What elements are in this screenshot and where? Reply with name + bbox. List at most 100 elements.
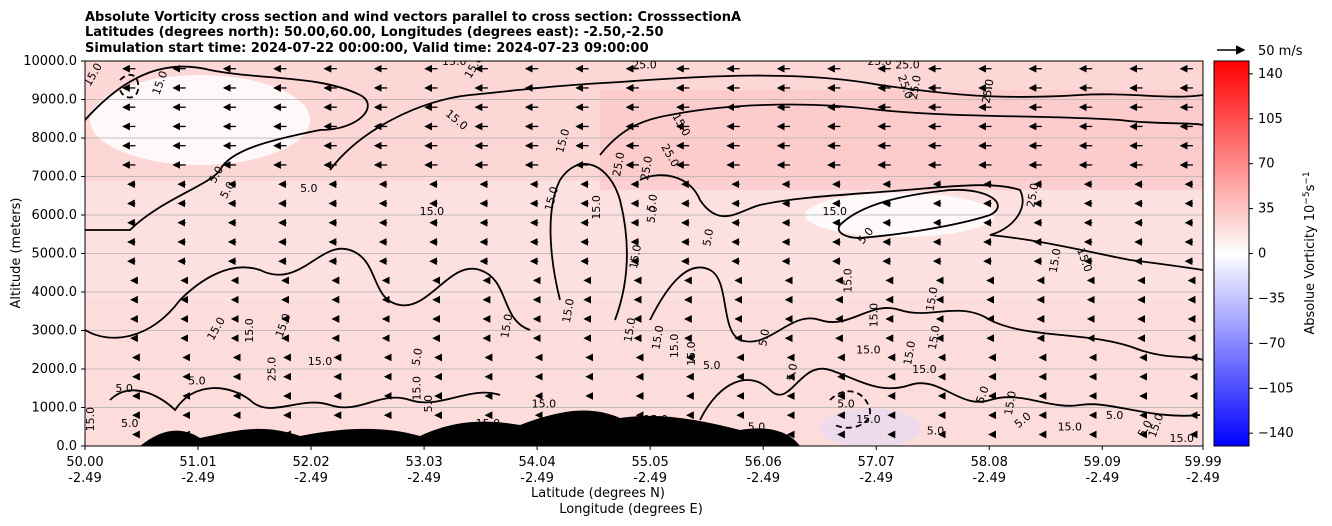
contour-line	[837, 189, 999, 239]
contour-label: 15.0	[856, 413, 881, 426]
x-tick-label-lon: -2.49	[1085, 471, 1119, 486]
contour-label: 5.0	[756, 328, 772, 347]
contour-label: 15.0	[442, 55, 467, 68]
y-tick-label: 4000.0	[32, 285, 78, 300]
colorbar-tick-label: 0	[1258, 247, 1266, 262]
contour-label: 5.0	[300, 182, 318, 195]
colorbar-tick-label: 35	[1258, 202, 1275, 217]
x-tick-label-lat: 55.05	[632, 455, 669, 470]
y-tick-label: 10000.0	[23, 54, 77, 69]
contour-label: 15.0	[644, 413, 669, 426]
contour-label: 25.0	[867, 55, 892, 68]
contour-label: 15.0	[590, 195, 603, 220]
contour-label: 25.0	[895, 59, 920, 72]
contour-label: 15.0	[842, 268, 855, 293]
colorbar: 140 105 70 35 0 −35 −70 −105 −140 Absolue Vortic…	[1213, 60, 1318, 447]
contour-label: 5.0	[974, 384, 992, 405]
contour-label: 5.0	[1106, 409, 1124, 422]
contour-label: 5.0	[784, 362, 800, 381]
terrain-black-fill	[140, 410, 800, 446]
colorbar-tick-label: 105	[1258, 112, 1283, 127]
colorbar-tick-label: −105	[1258, 381, 1294, 396]
contour-label: 5.0	[700, 228, 716, 247]
x-tick-label-lon: -2.49	[746, 471, 780, 486]
contour-label: 15.0	[553, 127, 572, 154]
contour-label: 15.0	[308, 355, 333, 368]
chart-title: Absolute Vorticity cross section and win…	[85, 10, 741, 56]
x-axis-label-lat: Latitude (degrees N)	[531, 486, 665, 501]
contour-line	[85, 247, 531, 339]
contour-line	[649, 266, 1203, 361]
contour-label: 15.0	[668, 334, 681, 359]
x-tick-label-lon: -2.49	[520, 471, 554, 486]
colorbar-tick-label: 140	[1258, 67, 1283, 82]
colorbar-tick-label: −35	[1258, 291, 1285, 306]
y-tick-label: 0.0	[56, 439, 77, 454]
x-tick-label-lat: 52.02	[292, 455, 329, 470]
contour-label: 25.0	[638, 155, 655, 181]
y-tick-label: 5000.0	[32, 247, 78, 262]
colorbar-ticks: 140 105 70 35 0 −35 −70 −105 −140	[1249, 67, 1294, 441]
x-axis-label-lon: Longitude (degrees E)	[559, 502, 703, 517]
y-tick-label: 3000.0	[32, 324, 78, 339]
x-tick-label-lat: 50.00	[66, 455, 103, 470]
contour-label: 15.0	[627, 244, 644, 270]
contour-label: 15.0	[685, 341, 698, 366]
contour-label: 15.0	[1047, 247, 1064, 273]
contour-label: 5.0	[927, 424, 945, 437]
y-tick-label: 9000.0	[32, 93, 78, 108]
x-axis: 50.00-2.4951.01-2.4952.02-2.4953.03-2.49…	[66, 446, 1222, 486]
title-line-3: Simulation start time: 2024-07-22 00:00:…	[85, 41, 649, 56]
colorbar-label-exp1: −5	[1302, 191, 1312, 204]
title-line-1: Absolute Vorticity cross section and win…	[85, 10, 741, 25]
contour-label: 15.0	[867, 303, 880, 328]
contour-label: 25.0	[980, 78, 997, 104]
contour-label: 5.0	[188, 374, 206, 387]
x-tick-label-lat: 56.06	[745, 455, 782, 470]
contour-label: 15.0	[243, 318, 256, 343]
contour-label: 5.0	[703, 359, 721, 372]
gridlines	[85, 61, 1203, 446]
contour-label: 15.0	[621, 317, 638, 343]
x-tick-label-lon: -2.49	[633, 471, 667, 486]
contour-line-dashed	[829, 390, 871, 429]
contour-lines	[85, 65, 1203, 446]
colorbar-label: Absolue Vorticity 10−5s−1	[1302, 171, 1318, 334]
contour-label: 15.0	[1169, 432, 1194, 445]
x-tick-label-lon: -2.49	[1186, 471, 1220, 486]
y-axis: 0.0 1000.0 2000.0 3000.0 4000.0 5000.0 6000.0 7…	[23, 54, 85, 454]
contour-line	[639, 174, 1203, 271]
contour-label: 15.0	[420, 205, 445, 218]
contour-label: 15.0	[926, 324, 943, 350]
x-tick-label-lon: -2.49	[972, 471, 1006, 486]
x-tick-label-lat: 54.04	[519, 455, 556, 470]
contour-line	[109, 387, 501, 412]
x-tick-label-lat: 59.99	[1184, 455, 1221, 470]
contour-label: 15.0	[560, 297, 577, 323]
contour-label: 5.0	[837, 398, 855, 411]
contour-label: 25.0	[907, 74, 924, 100]
contour-label: 15.0	[823, 205, 848, 218]
contour-label: 25.0	[1024, 182, 1041, 208]
contour-line-dashed	[119, 73, 140, 99]
contour-label: 5.0	[121, 417, 139, 430]
contour-label: 15.0	[1002, 390, 1019, 416]
contour-label: 15.0	[84, 407, 97, 432]
wind-vectors	[122, 64, 1198, 439]
y-tick-label: 8000.0	[32, 131, 78, 146]
contour-label: 15.0	[901, 340, 918, 366]
colorbar-tick-label: 70	[1258, 157, 1275, 172]
x-tick-label-lon: -2.49	[181, 471, 215, 486]
contour-label: 5.0	[409, 347, 425, 366]
contour-line	[549, 163, 628, 321]
contour-label: 5.0	[644, 205, 660, 224]
contour-label: 5.0	[422, 395, 435, 413]
y-tick-label: 2000.0	[32, 362, 78, 377]
y-tick-label: 7000.0	[32, 170, 78, 185]
contour-label: 25.0	[265, 357, 278, 382]
colorbar-gradient	[1213, 60, 1250, 447]
title-line-2: Latitudes (degrees north): 50.00,60.00, …	[85, 25, 664, 40]
contour-label: 15.0	[924, 286, 941, 312]
contour-label: 15.0	[856, 344, 881, 357]
x-tick-label-lat: 59.09	[1084, 455, 1121, 470]
